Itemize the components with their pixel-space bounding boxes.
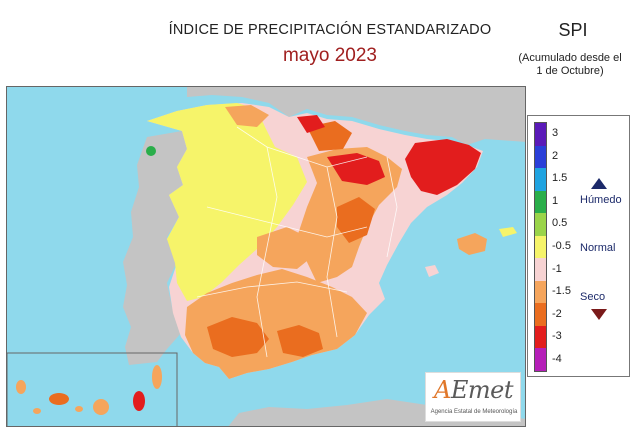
aemet-logo: AEmet Agencia Estatal de Meteorología	[425, 372, 521, 422]
legend-swatch	[535, 348, 546, 371]
category-dry: Seco	[580, 291, 606, 303]
legend-tick-label: -2	[552, 307, 562, 320]
accumulation-note-line1: (Acumulado desde el	[518, 52, 622, 64]
triangle-down-icon	[591, 309, 607, 320]
zone-normal-center	[203, 179, 255, 237]
legend-swatch	[535, 123, 546, 146]
legend-tick-label: 1	[552, 194, 559, 207]
spi-legend: 3 2 1.5 1 0.5 -0.5 -1 -1.5 -2 -3 -4 Húmedo Normal …	[527, 115, 630, 377]
legend-tick-label: 1.5	[552, 172, 568, 185]
canary-island	[16, 380, 26, 394]
legend-tick-label: -3	[552, 330, 562, 343]
canary-island	[33, 408, 41, 414]
legend-tick-label: 0.5	[552, 217, 568, 230]
balearic-mallorca	[457, 233, 487, 255]
legend-swatch	[535, 325, 546, 349]
legend-swatch	[535, 145, 546, 169]
index-label: SPI	[558, 20, 588, 40]
category-wet: Húmedo	[580, 194, 622, 206]
canary-island	[152, 365, 162, 389]
legend-swatch	[535, 303, 546, 326]
portugal-land	[123, 131, 187, 365]
canary-island	[49, 393, 69, 405]
zone-extreme-north	[297, 115, 325, 133]
legend-tick-label: -4	[552, 352, 562, 365]
zone-dry-center	[257, 227, 312, 269]
zone-extreme-catalonia	[405, 139, 481, 195]
zone-very-dry-east	[337, 197, 375, 243]
accumulation-note-line2: 1 de Octubre)	[536, 65, 604, 77]
france-land	[187, 87, 525, 145]
legend-tick-label: -1.5	[552, 285, 571, 298]
zone-very-dry-south	[207, 317, 269, 357]
legend-swatch	[535, 168, 546, 191]
canary-island	[93, 399, 109, 415]
legend-tick-label: -1	[552, 262, 562, 275]
legend-color-bar	[534, 122, 547, 372]
legend-tick-label: -0.5	[552, 240, 571, 252]
balearic-menorca	[499, 227, 517, 237]
map-canvas	[7, 87, 525, 426]
legend-swatch	[535, 190, 546, 214]
balearic-ibiza	[425, 265, 439, 277]
zone-extreme-ebro	[327, 153, 385, 185]
accumulation-note: (Acumulado desde el 1 de Octubre)	[508, 52, 632, 78]
legend-swatch	[535, 235, 546, 259]
legend-swatch	[535, 258, 546, 281]
canary-island	[75, 406, 83, 412]
legend-tick-label: 3	[552, 127, 559, 140]
triangle-up-icon	[591, 178, 607, 189]
aemet-logo-caption: Agencia Estatal de Meteorología	[430, 409, 518, 415]
legend-tick-label: 2	[552, 149, 559, 162]
legend-swatch	[535, 213, 546, 236]
zone-very-dry-sevilla	[277, 325, 323, 357]
region-boundaries	[196, 126, 398, 358]
category-normal: Normal	[580, 242, 616, 254]
canary-island	[133, 391, 145, 411]
aemet-logo-mark: AEmet	[434, 376, 513, 404]
spi-map	[6, 86, 526, 427]
zone-humid-galicia	[146, 146, 156, 156]
legend-swatch	[535, 280, 546, 304]
zone-dry-north	[225, 105, 269, 127]
canary-inset	[7, 352, 178, 426]
map-period: mayo 2023	[282, 45, 377, 66]
map-title: ÍNDICE DE PRECIPITACIÓN ESTANDARIZADO	[168, 22, 492, 38]
